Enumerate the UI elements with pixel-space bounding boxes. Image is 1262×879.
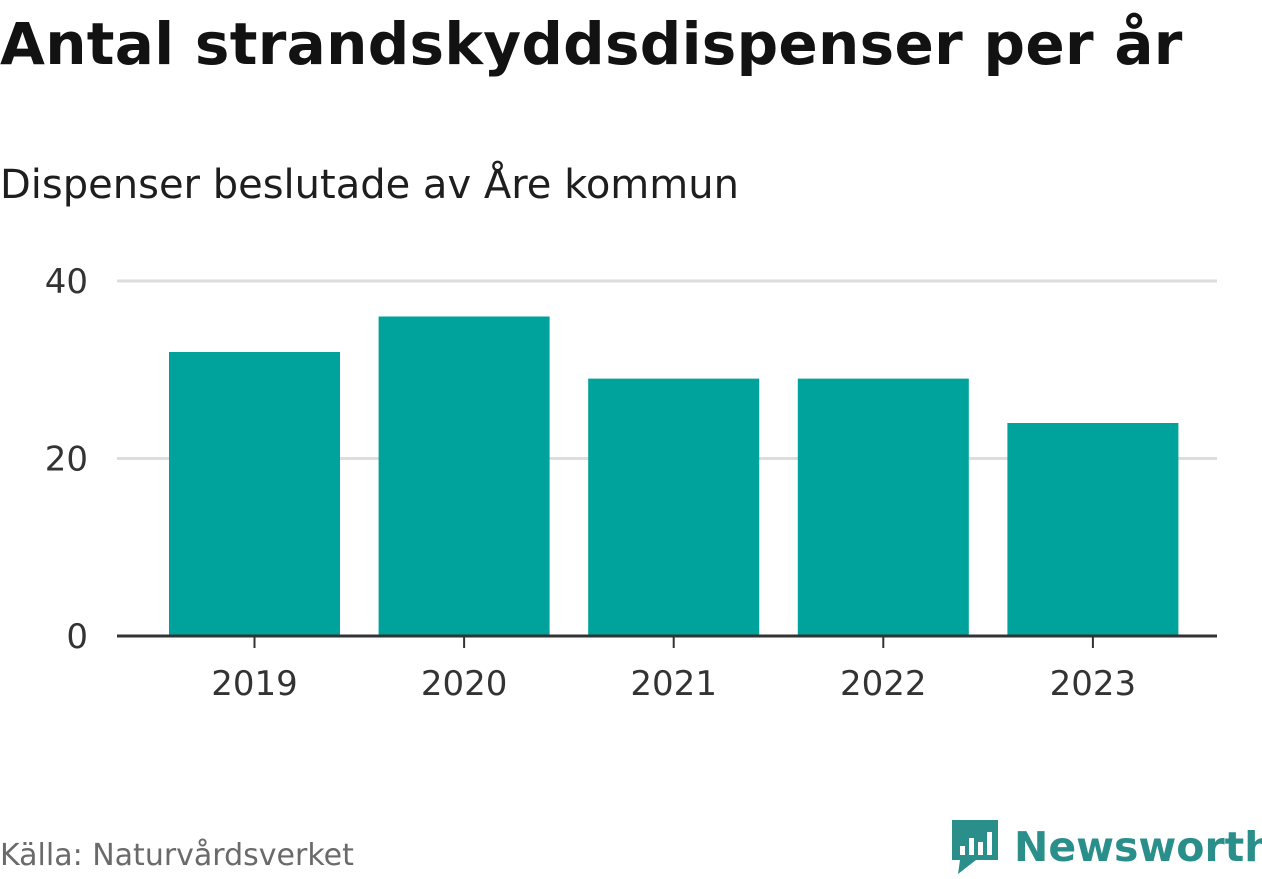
chart-title: Antal strandskyddsdispenser per år: [0, 10, 1183, 78]
chart-subtitle: Dispenser beslutade av Åre kommun: [0, 162, 739, 208]
source-note: Källa: Naturvårdsverket: [0, 838, 354, 873]
newsworthy-logo-icon: [952, 820, 998, 874]
y-tick-label: 40: [45, 262, 88, 302]
x-tick-label: 2023: [1050, 664, 1137, 704]
bar-2020: [378, 316, 550, 636]
brand-logo: Newsworthy: [950, 818, 1262, 876]
y-tick-label: 20: [45, 440, 88, 480]
bar-2019: [169, 352, 340, 636]
bar-2023: [1007, 423, 1179, 636]
brand-name: Newsworthy: [1014, 823, 1262, 871]
y-tick-label: 0: [66, 617, 88, 657]
x-tick-label: 2021: [630, 664, 717, 704]
bar-2021: [588, 378, 760, 636]
bar-2022: [797, 378, 969, 636]
x-tick-label: 2020: [421, 664, 508, 704]
x-tick-label: 2022: [840, 664, 927, 704]
x-tick-label: 2019: [211, 664, 298, 704]
